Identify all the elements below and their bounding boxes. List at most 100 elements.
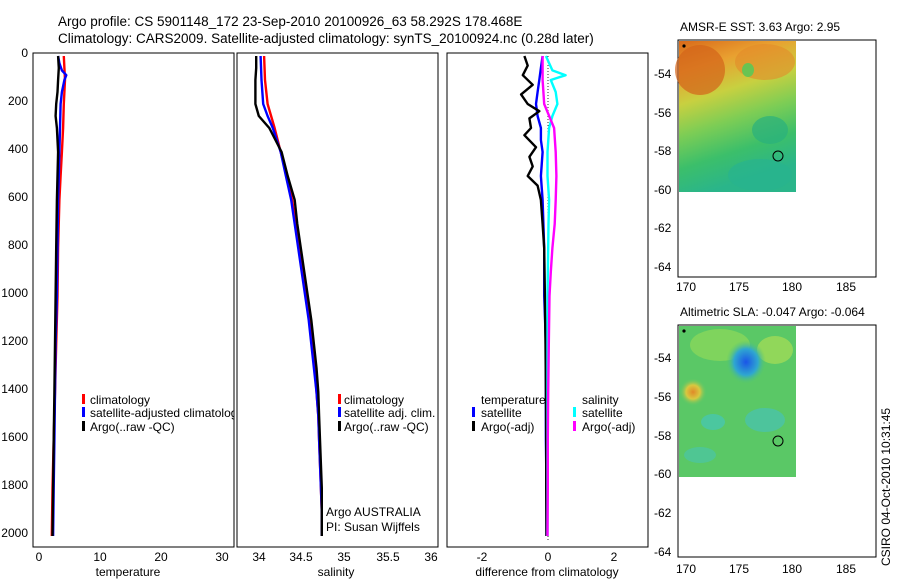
legend-swatch-sal-argo <box>573 421 576 431</box>
salinity-legend: climatology satellite adj. clim. Argo(..… <box>338 393 435 434</box>
legend-label-climatology: climatology <box>344 393 404 407</box>
difference-temperature-argo-line <box>519 55 548 537</box>
sla-x-tick-label: 185 <box>836 562 856 576</box>
salinity-x-tick-label: 35.5 <box>376 550 400 564</box>
salinity-series-group <box>254 55 323 536</box>
depth-tick-label: 1600 <box>1 430 28 444</box>
legend-label-satellite: satellite adj. clim. <box>344 406 435 420</box>
depth-tick-label: 0 <box>21 46 28 60</box>
sst-y-tick-label: -54 <box>654 67 672 81</box>
salinity-x-tick-label: 36 <box>424 550 438 564</box>
salinity-argo-line <box>254 56 323 536</box>
sst-x-tick-label: 180 <box>782 280 802 294</box>
salinity-x-tick-label: 34 <box>252 550 266 564</box>
depth-tick-label: 1000 <box>1 286 28 300</box>
sla-corner-dot <box>682 329 686 333</box>
depth-tick-label: 1400 <box>1 382 28 396</box>
sst-y-tick-label: -60 <box>654 183 672 197</box>
legend-swatch-satellite <box>338 407 341 417</box>
sst-green-patch <box>742 63 754 77</box>
sst-y-tick-label: -62 <box>654 221 672 235</box>
depth-tick-label: 2000 <box>1 526 28 540</box>
sst-x-tick-label: 185 <box>836 280 856 294</box>
legend-swatch-satellite <box>82 407 85 417</box>
csiro-timestamp: CSIRO 04-Oct-2010 10:31:45 <box>879 408 893 566</box>
depth-tick-label: 1200 <box>1 334 28 348</box>
sla-y-tick-label: -54 <box>654 351 672 365</box>
temperature-series-group <box>50 55 68 537</box>
salinity-annotation-institution: Argo AUSTRALIA <box>326 505 421 519</box>
sst-y-tick-label: -58 <box>654 144 672 158</box>
sla-x-tick-label: 180 <box>782 562 802 576</box>
sla-cyan-patch <box>745 408 785 432</box>
temperature-legend: climatology satellite-adjusted climatolo… <box>82 393 243 434</box>
sst-cool-patch <box>752 116 788 144</box>
salinity-x-tick-label: 34.5 <box>289 550 313 564</box>
legend-swatch-temp-satellite <box>472 407 475 417</box>
sst-y-tick-label: -56 <box>654 106 672 120</box>
legend-label-temp-satellite: satellite <box>481 406 522 420</box>
legend-heading-temperature: temperature <box>481 393 546 407</box>
difference-legend: temperature satellite Argo(-adj) salinit… <box>472 393 635 434</box>
sla-y-tick-label: -58 <box>654 429 672 443</box>
legend-label-satellite: satellite-adjusted climatology <box>90 406 243 420</box>
sst-heatmap <box>675 41 796 192</box>
salinity-x-tick-label: 35 <box>337 550 351 564</box>
temperature-x-tick-label: 10 <box>93 550 107 564</box>
sst-corner-dot <box>682 44 686 48</box>
temperature-x-tick-label: 30 <box>215 550 229 564</box>
difference-x-tick-label: -2 <box>477 550 488 564</box>
legend-swatch-argo <box>82 421 85 431</box>
difference-x-tick-label: 0 <box>545 550 552 564</box>
sla-y-tick-label: -64 <box>654 545 672 559</box>
sst-y-tick-label: -64 <box>654 260 672 274</box>
legend-label-sal-satellite: satellite <box>582 406 623 420</box>
depth-tick-label: 200 <box>8 94 28 108</box>
legend-label-climatology: climatology <box>90 393 150 407</box>
sla-cyan-patch <box>684 447 716 463</box>
sst-argo-float-marker <box>772 150 784 162</box>
difference-salinity-argo-line <box>541 56 558 537</box>
sla-cyan-patch <box>701 414 725 430</box>
sla-map-title: Altimetric SLA: -0.047 Argo: -0.064 <box>680 305 865 319</box>
sla-y-tick-label: -62 <box>654 506 672 520</box>
salinity-axis-label: salinity <box>318 565 355 579</box>
sla-x-tick-label: 175 <box>729 562 749 576</box>
sla-argo-float-marker <box>772 435 784 447</box>
depth-tick-label: 800 <box>8 238 28 252</box>
sst-map-title: AMSR-E SST: 3.63 Argo: 2.95 <box>680 20 840 34</box>
sla-high-anomaly <box>679 378 707 406</box>
legend-swatch-climatology <box>82 394 85 404</box>
temperature-argo-line <box>51 55 60 537</box>
legend-swatch-sal-satellite <box>573 407 576 417</box>
legend-label-temp-argo: Argo(-adj) <box>481 420 534 434</box>
depth-tick-label: 1800 <box>1 478 28 492</box>
sla-y-tick-label: -60 <box>654 467 672 481</box>
difference-series-group <box>519 55 567 540</box>
difference-x-tick-label: 2 <box>611 550 618 564</box>
figure-title-line2: Climatology: CARS2009. Satellite-adjuste… <box>58 31 594 46</box>
temperature-x-tick-label: 0 <box>36 550 43 564</box>
sst-warm-patch <box>675 45 725 95</box>
depth-axis: 0 200 400 600 800 1000 1200 1400 1600 18… <box>1 46 28 540</box>
legend-swatch-temp-argo <box>472 421 475 431</box>
legend-label-sal-argo: Argo(-adj) <box>582 420 635 434</box>
legend-swatch-climatology <box>338 394 341 404</box>
temperature-panel-frame <box>32 52 235 548</box>
depth-tick-label: 600 <box>8 190 28 204</box>
sla-y-tick-label: -56 <box>654 390 672 404</box>
difference-panel-frame <box>446 52 649 548</box>
legend-heading-salinity: salinity <box>582 393 619 407</box>
temperature-axis-label: temperature <box>96 565 161 579</box>
sla-low-anomaly <box>726 340 766 384</box>
sla-heatmap <box>679 326 796 477</box>
legend-swatch-argo <box>338 421 341 431</box>
difference-axis-label: difference from climatology <box>475 565 618 579</box>
sst-cool-patch <box>728 159 792 191</box>
sla-x-tick-label: 170 <box>676 562 696 576</box>
salinity-annotation-pi: PI: Susan Wijffels <box>326 520 420 534</box>
sst-x-tick-label: 175 <box>729 280 749 294</box>
legend-label-argo: Argo(..raw -QC) <box>344 420 429 434</box>
depth-tick-label: 400 <box>8 142 28 156</box>
